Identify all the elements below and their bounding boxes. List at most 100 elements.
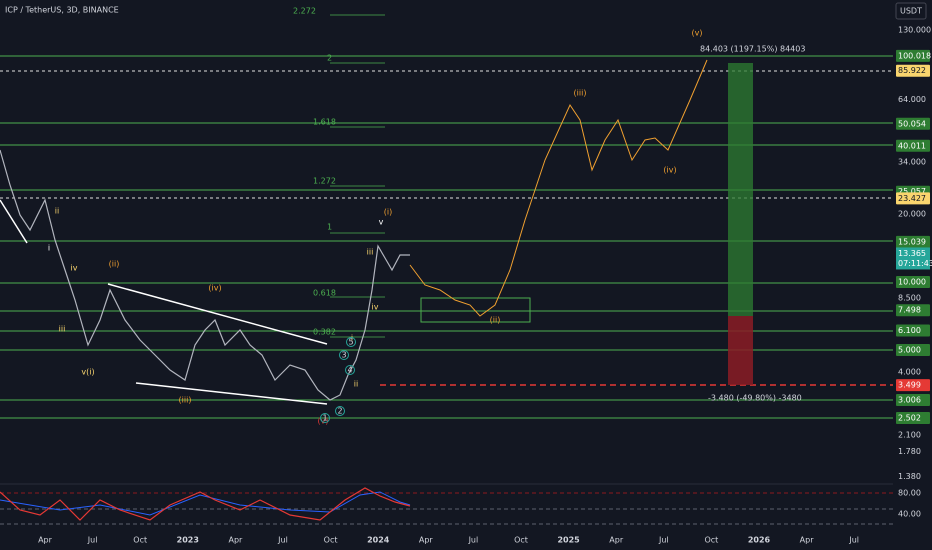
price-axis-panel [893, 0, 932, 550]
indicator-label: 40.00 [898, 510, 921, 519]
level-tag-label: 100.018 [898, 51, 931, 60]
wave-label: ii [55, 207, 59, 216]
circled-label: 5 [348, 338, 353, 347]
target-box [420, 297, 531, 323]
time-label: Oct [704, 536, 718, 545]
rsi-average [0, 491, 411, 516]
price-label: 20.000 [898, 209, 926, 218]
level-tag-label: 50.054 [898, 119, 926, 128]
circled-label: 2 [337, 407, 342, 416]
wave-label: (ii) [109, 260, 120, 269]
time-label: Apr [609, 536, 624, 545]
wave-label: (iii) [179, 396, 192, 405]
rsi-line [0, 487, 411, 521]
wave-label: v [379, 218, 384, 227]
level-tag-label: 6.100 [898, 326, 921, 335]
price-label: 34.000 [898, 157, 926, 166]
trend-line [135, 382, 328, 405]
wave-label: (v) [692, 29, 703, 38]
time-label: Jul [848, 536, 859, 545]
level-tag-label: 23.427 [898, 194, 926, 203]
price-label: 1.780 [898, 447, 921, 456]
level-lines [0, 55, 893, 419]
price-label: 1.380 [898, 472, 921, 481]
level-tag-label: 10.000 [898, 277, 926, 286]
price-label: 64.000 [898, 95, 926, 104]
wave-circle [320, 413, 330, 423]
time-label: Jul [658, 536, 669, 545]
measure-down: -3.480 (-49.80%) -3480 [708, 394, 802, 403]
wave-label: (iv) [663, 166, 676, 175]
wave-label: iii [59, 325, 66, 334]
wave-label: ii [354, 380, 358, 389]
level-tag-label: 2.502 [898, 414, 921, 423]
time-label: Jul [468, 536, 479, 545]
time-label: Jul [277, 536, 288, 545]
time-label: 2026 [748, 536, 771, 545]
price-label: 8.500 [898, 293, 921, 302]
level-tag-label: 85.922 [898, 66, 926, 75]
profit-zone [728, 63, 753, 316]
wave-label: (iii) [574, 89, 587, 98]
time-label: Apr [419, 536, 434, 545]
currency-button[interactable] [895, 2, 927, 20]
fib-label: 2 [327, 54, 332, 63]
level-tag [896, 379, 930, 392]
price-label: 4.000 [898, 367, 921, 376]
fib-label: 1.618 [313, 118, 336, 127]
measure-up: 84.403 (1197.15%) 84403 [700, 45, 805, 54]
level-tag-label: 25.057 [898, 187, 926, 196]
level-tag-label: 5.000 [898, 346, 921, 355]
fib-label: 1 [327, 223, 332, 232]
price-label: 2.100 [898, 431, 921, 440]
time-label: 2025 [557, 536, 580, 545]
wave-circle [339, 350, 349, 360]
countdown: 07:11:43 [898, 259, 932, 268]
circled-label: 1 [322, 414, 327, 423]
wave-circle [335, 406, 345, 416]
time-label: Apr [228, 536, 243, 545]
time-label: Oct [324, 536, 338, 545]
fib-label: 0.382 [313, 328, 336, 337]
level-tag [896, 235, 930, 248]
circled-label: 4 [347, 366, 352, 375]
wave-label: (ii) [490, 316, 501, 325]
level-tag [896, 304, 930, 317]
price-label: 130.000 [898, 26, 931, 35]
time-label: 2024 [367, 536, 390, 545]
price-history [0, 149, 410, 401]
wave-circle [345, 365, 355, 375]
level-tag [896, 393, 930, 406]
wave-circle [346, 337, 356, 347]
time-label: 2023 [177, 536, 199, 545]
indicator-label: 80.00 [898, 489, 921, 498]
level-tag [896, 192, 930, 205]
time-label: Apr [800, 536, 815, 545]
level-tag [896, 275, 930, 288]
trend-line [107, 283, 328, 345]
level-tag [896, 344, 930, 357]
wave-label: iii [367, 248, 374, 257]
level-tag [896, 64, 930, 77]
circled-label: 3 [341, 351, 346, 360]
level-tag-label: 7.498 [898, 306, 921, 315]
time-label: Oct [133, 536, 147, 545]
level-tag [896, 117, 930, 130]
loss-zone [728, 316, 753, 385]
wave-label: (iv) [208, 284, 221, 293]
level-tag [896, 324, 930, 337]
time-label: Jul [87, 536, 98, 545]
level-tag-label: 3.006 [898, 395, 921, 404]
fib-lines [330, 14, 385, 338]
currency[interactable]: USDT [900, 7, 922, 16]
current-price: 13.365 [898, 249, 926, 258]
fib-label: 0.618 [313, 289, 336, 298]
time-label: Apr [38, 536, 53, 545]
level-tag-label: 40.011 [898, 141, 926, 150]
wave-label: i [48, 244, 50, 253]
current-price-tag [896, 247, 930, 270]
level-tag [896, 49, 930, 62]
wave-label: (v) [318, 417, 329, 426]
level-tag-label: 15.039 [898, 237, 926, 246]
